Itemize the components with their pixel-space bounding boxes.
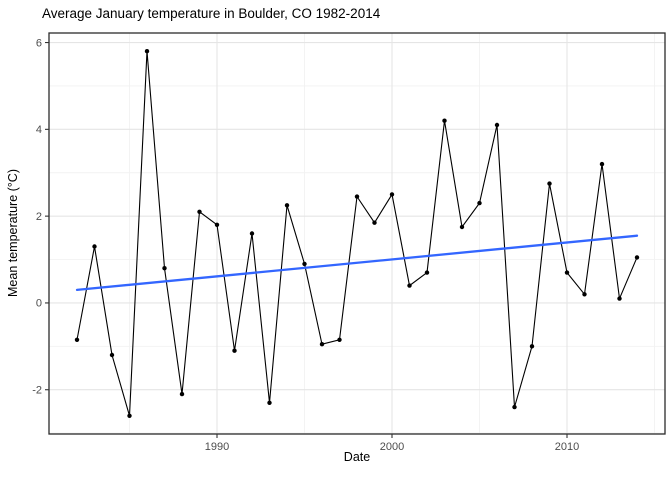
data-point	[162, 266, 167, 271]
data-point	[389, 192, 395, 197]
data-point	[249, 231, 255, 236]
data-point	[459, 224, 465, 230]
trend-line	[75, 234, 639, 292]
y-tick-label: 0	[36, 298, 42, 310]
data-point	[547, 181, 552, 186]
data-point	[442, 118, 447, 123]
data-point	[144, 49, 150, 54]
data-point	[179, 391, 185, 397]
data-point	[232, 348, 237, 353]
panel-background	[49, 33, 665, 434]
data-point	[529, 344, 535, 349]
data-point	[74, 337, 80, 342]
x-tick-label: 2000	[380, 441, 404, 453]
data-point	[354, 194, 360, 199]
data-point	[512, 404, 517, 410]
data-point	[337, 337, 342, 342]
x-axis-title: Date	[343, 450, 371, 464]
data-point	[127, 413, 132, 418]
data-point	[424, 270, 430, 275]
data-point	[197, 209, 202, 214]
data-point	[319, 342, 325, 347]
data-point	[477, 200, 482, 206]
chart-title: Average January temperature in Boulder, …	[42, 6, 381, 21]
panel-border	[48, 32, 666, 435]
y-tick-label: 4	[36, 124, 42, 136]
data-point	[634, 255, 640, 260]
x-tick-label: 1990	[205, 441, 229, 453]
y-tick-label: 2	[36, 211, 42, 223]
data-point	[267, 400, 272, 405]
data-point	[617, 296, 622, 301]
x-tick-label: 2010	[555, 441, 579, 453]
data-point	[599, 161, 605, 167]
data-point	[494, 122, 500, 128]
y-tick-label: -2	[32, 385, 42, 397]
data-point	[564, 270, 570, 275]
data-point	[109, 352, 115, 358]
data-point	[302, 261, 307, 267]
data-point	[214, 222, 220, 227]
y-tick-label: 6	[36, 37, 42, 49]
data-point	[582, 292, 587, 297]
data-point	[372, 220, 377, 225]
data-point	[407, 283, 412, 288]
data-point	[284, 203, 290, 208]
data-point	[92, 244, 97, 249]
